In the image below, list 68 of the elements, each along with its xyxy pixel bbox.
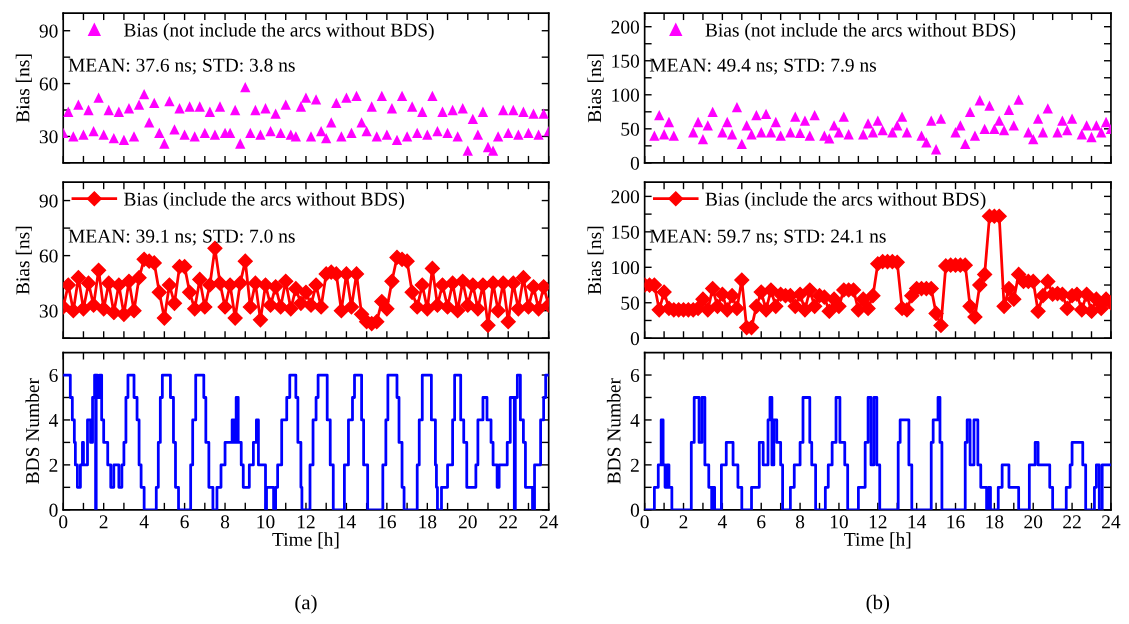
x-tick-label: 18 — [986, 515, 1004, 529]
x-tick-label: 22 — [499, 515, 517, 529]
x-axis-title: Time [h] — [272, 532, 339, 549]
x-tick-label: 24 — [1102, 515, 1121, 529]
x-tick-label: 24 — [539, 515, 559, 529]
x-tick-label: 20 — [1024, 515, 1043, 529]
y-tick-label: 60 — [39, 249, 58, 263]
y-tick-label: 150 — [612, 225, 640, 239]
y-tick-label: 30 — [39, 130, 58, 144]
x-tick-label: 8 — [795, 515, 805, 529]
legend-label: Bias (not include the arcs without BDS) — [705, 22, 1016, 41]
legend-label: Bias (include the arcs without BDS) — [124, 192, 404, 210]
y-tick-label: 0 — [630, 156, 640, 170]
legend-label: Bias (not include the arcs without BDS) — [124, 22, 434, 41]
x-tick-label: 16 — [378, 515, 397, 529]
text: (a) — [295, 594, 317, 614]
y-tick-label: 4 — [630, 413, 640, 427]
annotation: MEAN: 59.7 ns; STD: 24.1 ns — [649, 229, 886, 246]
y-tick-label: 6 — [630, 368, 640, 382]
x-tick-label: 4 — [139, 515, 149, 529]
y-axis-title: BDS Number — [25, 378, 40, 484]
y-tick-label: 60 — [39, 77, 58, 91]
x-tick-label: 2 — [99, 515, 108, 529]
x-axis-title: Time [h] — [844, 532, 911, 549]
annotation: MEAN: 49.4 ns; STD: 7.9 ns — [649, 58, 877, 75]
y-tick-label: 0 — [630, 503, 640, 517]
y-tick-label: 0 — [630, 332, 640, 346]
y-tick-label: 50 — [621, 296, 640, 310]
x-tick-label: 12 — [297, 515, 315, 529]
x-tick-label: 10 — [257, 515, 275, 529]
y-tick-label: 100 — [612, 88, 640, 102]
x-tick-label: 6 — [757, 515, 766, 529]
y-tick-label: 100 — [612, 261, 640, 275]
y-tick-label: 150 — [612, 54, 640, 68]
y-tick-label: 50 — [621, 122, 640, 136]
x-tick-label: 14 — [908, 515, 927, 529]
x-tick-label: 2 — [679, 515, 688, 529]
x-tick-label: 20 — [458, 515, 477, 529]
y-tick-label: 90 — [39, 194, 58, 208]
text: (b) — [866, 594, 890, 614]
y-axis-title: Bias [ns] — [587, 54, 604, 123]
x-tick-label: 18 — [419, 515, 437, 529]
x-tick-label: 8 — [220, 515, 230, 529]
x-tick-label: 6 — [180, 515, 189, 529]
x-tick-label: 10 — [830, 515, 848, 529]
annotation: MEAN: 39.1 ns; STD: 7.0 ns — [68, 229, 295, 246]
y-tick-label: 2 — [49, 458, 58, 472]
y-axis-title: Bias [ns] — [587, 226, 604, 295]
y-tick-label: 200 — [611, 20, 640, 34]
y-tick-label: 2 — [630, 458, 639, 472]
y-tick-label: 200 — [611, 190, 640, 204]
y-tick-label: 4 — [49, 413, 59, 427]
x-tick-label: 22 — [1063, 515, 1081, 529]
annotation: MEAN: 37.6 ns; STD: 3.8 ns — [68, 58, 295, 75]
y-tick-label: 0 — [49, 503, 58, 517]
x-tick-label: 0 — [640, 515, 649, 529]
x-tick-label: 14 — [338, 515, 356, 529]
y-tick-label: 6 — [49, 368, 58, 382]
x-tick-label: 16 — [947, 515, 965, 529]
y-axis-title: Bias [ns] — [15, 226, 32, 295]
legend-label: Bias (include the arcs without BDS) — [705, 192, 986, 210]
y-axis-title: Bias [ns] — [15, 54, 32, 123]
x-tick-label: 4 — [717, 515, 727, 529]
y-tick-label: 30 — [39, 304, 58, 318]
x-tick-label: 0 — [59, 515, 68, 529]
y-axis-title: BDS Number — [606, 378, 621, 484]
y-tick-label: 90 — [39, 24, 58, 38]
x-tick-label: 12 — [869, 515, 887, 529]
